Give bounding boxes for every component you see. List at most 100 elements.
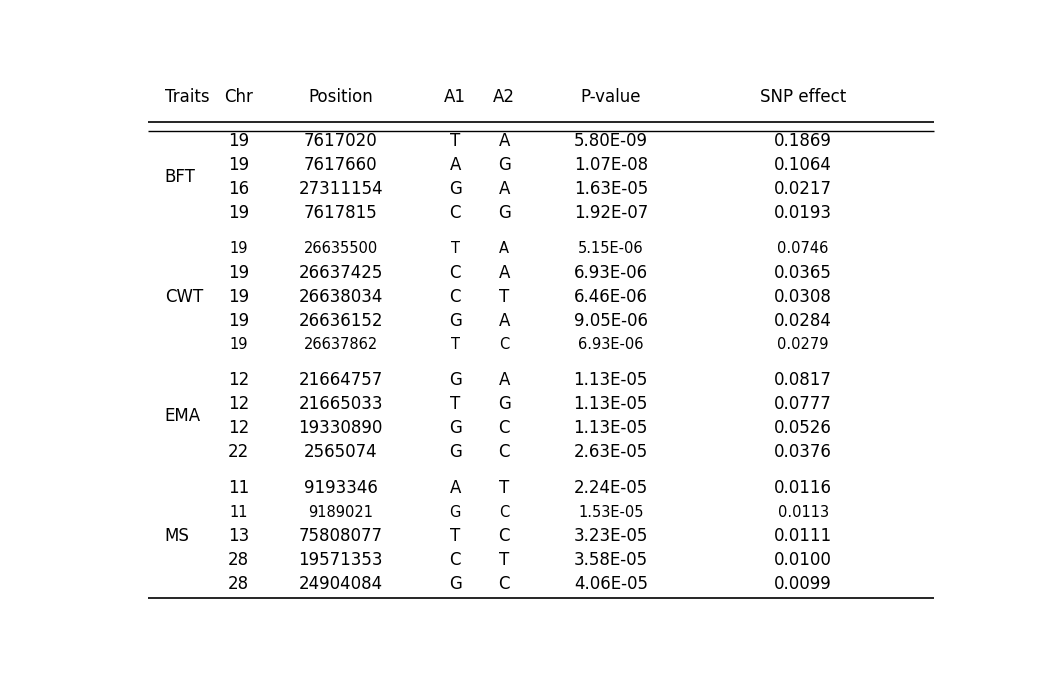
Text: T: T <box>451 241 459 256</box>
Text: 0.0526: 0.0526 <box>774 419 832 438</box>
Text: 0.0116: 0.0116 <box>774 479 832 497</box>
Text: T: T <box>499 288 509 306</box>
Text: G: G <box>498 204 511 222</box>
Text: A: A <box>498 132 510 150</box>
Text: C: C <box>498 443 510 462</box>
Text: 9193346: 9193346 <box>304 479 378 497</box>
Text: G: G <box>498 395 511 414</box>
Text: 11: 11 <box>228 479 249 497</box>
Text: T: T <box>450 527 460 545</box>
Text: A1: A1 <box>445 88 467 106</box>
Text: 26637862: 26637862 <box>303 338 378 352</box>
Text: 6.46E-06: 6.46E-06 <box>573 288 647 306</box>
Text: 28: 28 <box>228 575 249 593</box>
Text: 5.15E-06: 5.15E-06 <box>578 241 643 256</box>
Text: 6.93E-06: 6.93E-06 <box>578 338 643 352</box>
Text: 1.53E-05: 1.53E-05 <box>578 505 643 519</box>
Text: G: G <box>449 371 461 390</box>
Text: 26637425: 26637425 <box>299 264 383 282</box>
Text: G: G <box>449 575 461 593</box>
Text: 4.06E-05: 4.06E-05 <box>573 575 647 593</box>
Text: C: C <box>450 288 461 306</box>
Text: 3.23E-05: 3.23E-05 <box>573 527 648 545</box>
Text: C: C <box>498 419 510 438</box>
Text: 19: 19 <box>228 312 249 330</box>
Text: 19: 19 <box>228 204 249 222</box>
Text: 7617815: 7617815 <box>304 204 378 222</box>
Text: T: T <box>450 395 460 414</box>
Text: 19: 19 <box>228 288 249 306</box>
Text: C: C <box>498 527 510 545</box>
Text: 1.07E-08: 1.07E-08 <box>573 156 647 174</box>
Text: A2: A2 <box>493 88 515 106</box>
Text: 2.63E-05: 2.63E-05 <box>573 443 648 462</box>
Text: MS: MS <box>165 527 190 545</box>
Text: 28: 28 <box>228 551 249 569</box>
Text: BFT: BFT <box>165 169 195 186</box>
Text: 0.0193: 0.0193 <box>774 204 832 222</box>
Text: G: G <box>498 156 511 174</box>
Text: 19: 19 <box>228 132 249 150</box>
Text: 22: 22 <box>228 443 249 462</box>
Text: 16: 16 <box>228 180 249 198</box>
Text: A: A <box>499 241 509 256</box>
Text: G: G <box>449 180 461 198</box>
Text: 0.1869: 0.1869 <box>774 132 832 150</box>
Text: 21664757: 21664757 <box>299 371 383 390</box>
Text: 0.0365: 0.0365 <box>774 264 832 282</box>
Text: Traits: Traits <box>165 88 209 106</box>
Text: T: T <box>499 551 509 569</box>
Text: A: A <box>498 264 510 282</box>
Text: C: C <box>450 204 461 222</box>
Text: 0.0217: 0.0217 <box>774 180 832 198</box>
Text: G: G <box>450 505 461 519</box>
Text: 0.0308: 0.0308 <box>774 288 832 306</box>
Text: 24904084: 24904084 <box>299 575 382 593</box>
Text: 19: 19 <box>229 338 248 352</box>
Text: 19571353: 19571353 <box>299 551 383 569</box>
Text: 12: 12 <box>228 419 249 438</box>
Text: 19330890: 19330890 <box>299 419 383 438</box>
Text: 2.24E-05: 2.24E-05 <box>573 479 648 497</box>
Text: T: T <box>450 132 460 150</box>
Text: P-value: P-value <box>581 88 641 106</box>
Text: A: A <box>450 479 461 497</box>
Text: 5.80E-09: 5.80E-09 <box>573 132 647 150</box>
Text: 27311154: 27311154 <box>299 180 383 198</box>
Text: 0.0284: 0.0284 <box>774 312 832 330</box>
Text: 11: 11 <box>229 505 248 519</box>
Text: 0.0817: 0.0817 <box>774 371 832 390</box>
Text: A: A <box>498 371 510 390</box>
Text: A: A <box>450 156 461 174</box>
Text: 2565074: 2565074 <box>304 443 377 462</box>
Text: G: G <box>449 419 461 438</box>
Text: 0.0746: 0.0746 <box>777 241 829 256</box>
Text: Chr: Chr <box>224 88 252 106</box>
Text: A: A <box>498 312 510 330</box>
Text: 7617020: 7617020 <box>304 132 378 150</box>
Text: 6.93E-06: 6.93E-06 <box>573 264 647 282</box>
Text: 26635500: 26635500 <box>303 241 378 256</box>
Text: C: C <box>450 264 461 282</box>
Text: 19: 19 <box>228 264 249 282</box>
Text: 0.0111: 0.0111 <box>774 527 832 545</box>
Text: 0.1064: 0.1064 <box>774 156 832 174</box>
Text: C: C <box>450 551 461 569</box>
Text: 1.63E-05: 1.63E-05 <box>573 180 648 198</box>
Text: 9.05E-06: 9.05E-06 <box>573 312 647 330</box>
Text: 3.58E-05: 3.58E-05 <box>573 551 647 569</box>
Text: 75808077: 75808077 <box>299 527 382 545</box>
Text: 0.0376: 0.0376 <box>774 443 832 462</box>
Text: 9189021: 9189021 <box>308 505 373 519</box>
Text: 0.0100: 0.0100 <box>774 551 832 569</box>
Text: C: C <box>498 575 510 593</box>
Text: 0.0113: 0.0113 <box>777 505 829 519</box>
Text: Position: Position <box>308 88 373 106</box>
Text: 13: 13 <box>228 527 249 545</box>
Text: T: T <box>499 479 509 497</box>
Text: 0.0279: 0.0279 <box>777 338 829 352</box>
Text: 21665033: 21665033 <box>299 395 383 414</box>
Text: G: G <box>449 443 461 462</box>
Text: 0.0099: 0.0099 <box>774 575 832 593</box>
Text: 19: 19 <box>229 241 248 256</box>
